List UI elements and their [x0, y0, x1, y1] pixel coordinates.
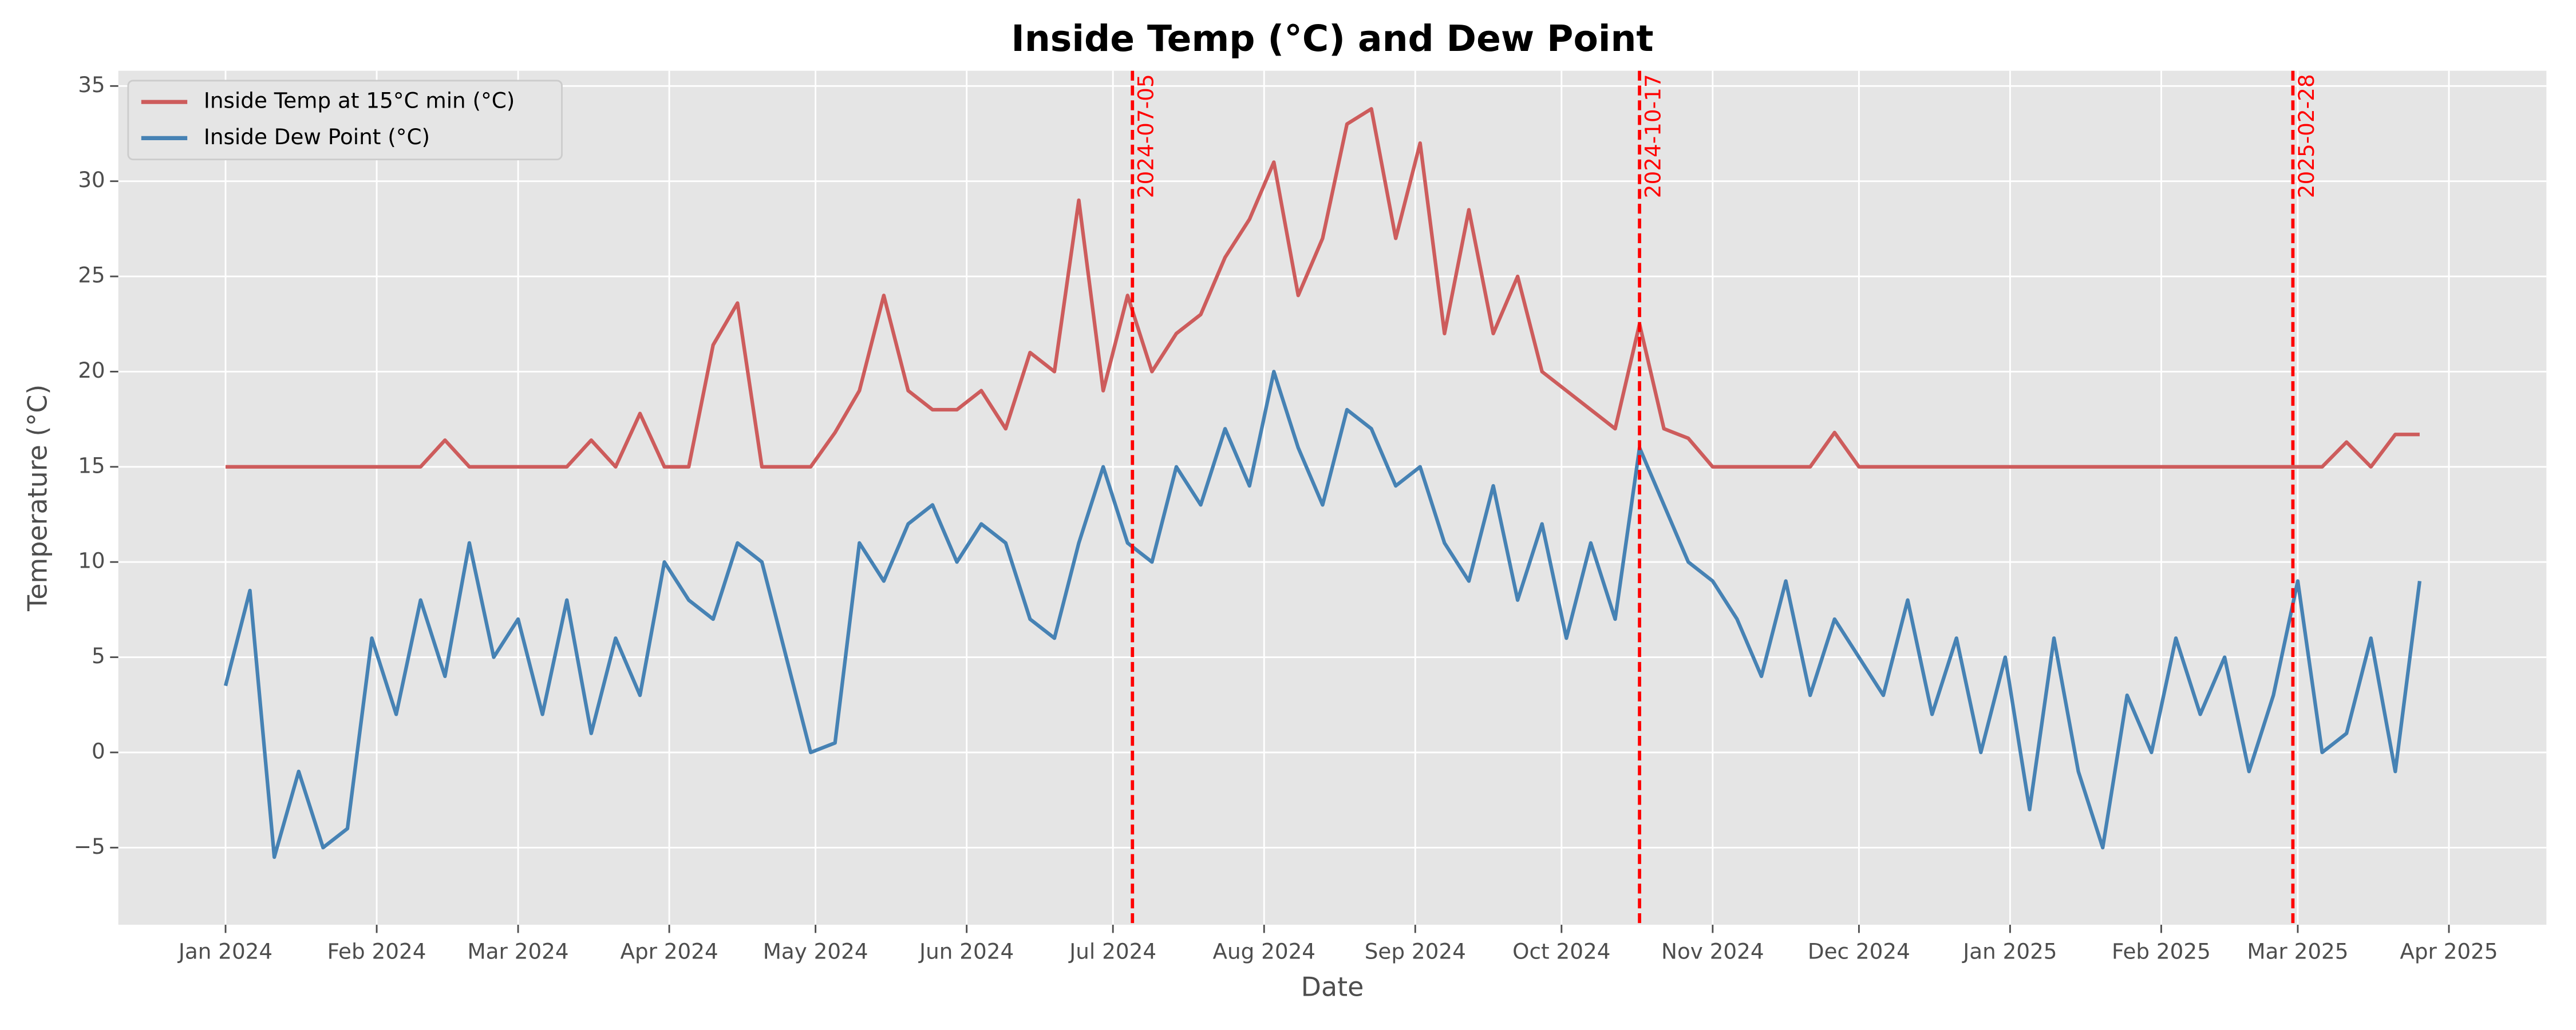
x-tick-label: Mar 2024 — [467, 938, 568, 964]
x-axis-label: Date — [1301, 971, 1364, 1002]
x-tick-label: Jul 2024 — [1068, 938, 1156, 964]
x-tick-label: Jan 2025 — [1962, 938, 2057, 964]
annotation-label: 2024-10-17 — [1640, 74, 1665, 198]
y-tick-label: 20 — [78, 358, 105, 383]
legend-box — [127, 80, 563, 161]
legend-label: Inside Dew Point (°C) — [204, 124, 430, 149]
y-tick-label: 30 — [78, 167, 105, 192]
x-tick-label: Mar 2025 — [2247, 938, 2348, 964]
x-tick-label: Oct 2024 — [1512, 938, 1610, 964]
x-tick-label: Jan 2024 — [177, 938, 272, 964]
data-line — [226, 107, 2420, 469]
y-tick-label: 0 — [92, 738, 105, 763]
x-tick-label: Sep 2024 — [1365, 938, 1466, 964]
plot-area — [118, 70, 2547, 925]
x-tick-label: Dec 2024 — [1808, 938, 1910, 964]
y-tick-label: 25 — [78, 263, 105, 288]
y-tick-label: 5 — [92, 643, 105, 668]
y-tick-label: 35 — [78, 72, 105, 97]
y-tick-label: 15 — [78, 453, 105, 478]
data-line — [223, 370, 2422, 859]
x-tick-label: Aug 2024 — [1212, 938, 1315, 964]
x-tick-label: Jun 2024 — [918, 938, 1014, 964]
x-tick-label: May 2024 — [763, 938, 868, 964]
chart-title: Inside Temp (°C) and Dew Point — [1011, 17, 1653, 60]
x-tick-label: Apr 2024 — [620, 938, 718, 964]
annotation-label: 2025-02-28 — [2294, 74, 2319, 198]
annotation-label: 2024-07-05 — [1133, 74, 1159, 198]
x-tick-label: Nov 2024 — [1661, 938, 1764, 964]
y-tick-label: 10 — [78, 548, 105, 573]
y-axis-label: Temperature (°C) — [22, 385, 53, 612]
x-tick-label: Feb 2024 — [327, 938, 426, 964]
legend-label: Inside Temp at 15°C min (°C) — [204, 88, 515, 113]
y-tick-label: −5 — [74, 834, 105, 859]
x-tick-label: Apr 2025 — [2400, 938, 2498, 964]
x-tick-label: Feb 2025 — [2112, 938, 2211, 964]
